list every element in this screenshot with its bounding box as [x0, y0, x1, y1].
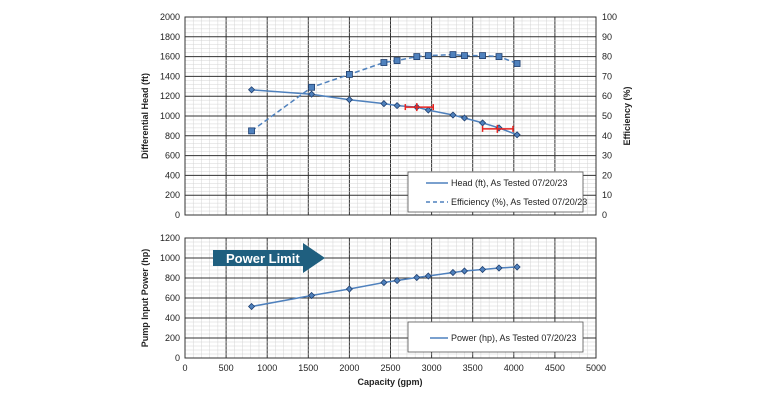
- top-legend: Head (ft), As Tested 07/20/23 Efficiency…: [407, 171, 587, 213]
- x-tick-label: 4000: [504, 363, 524, 373]
- plot-border: [184, 237, 597, 359]
- y2-tick-label: 30: [602, 151, 612, 161]
- y2-tick-label: 100: [602, 12, 617, 22]
- y-axis-label-power: Pump Input Power (hp): [140, 249, 150, 348]
- data-point-efficiency: [495, 53, 503, 60]
- data-point: [393, 102, 401, 110]
- y-tick-label: 2000: [160, 12, 180, 22]
- x-tick-label: 1500: [298, 363, 318, 373]
- x-tick-label: 0: [182, 363, 187, 373]
- x-tick-label: 500: [219, 363, 234, 373]
- series-line: [251, 89, 518, 136]
- data-point: [478, 265, 487, 274]
- data-point: [460, 267, 469, 275]
- y-tick-label: 0: [175, 210, 180, 220]
- legend-efficiency: Efficiency (%), As Tested 07/20/23: [451, 197, 587, 207]
- data-point: [513, 131, 521, 139]
- y-tick-label: 400: [165, 170, 180, 180]
- y-tick-label: 600: [165, 151, 180, 161]
- data-point: [393, 276, 401, 285]
- y2-tick-label: 0: [602, 210, 607, 220]
- y-tick-label: 600: [165, 293, 180, 303]
- data-point: [449, 111, 457, 119]
- y-tick-label: 800: [165, 131, 180, 141]
- data-point-efficiency: [380, 59, 388, 66]
- x-tick-label: 1000: [257, 363, 277, 373]
- legend-power: Power (hp), As Tested 07/20/23: [451, 333, 576, 343]
- y2-tick-label: 10: [602, 190, 612, 200]
- y2-tick-label: 80: [602, 52, 612, 62]
- data-point: [380, 100, 388, 108]
- x-tick-label: 3500: [463, 363, 483, 373]
- y2-tick-label: 90: [602, 32, 612, 42]
- data-point-efficiency: [461, 52, 468, 60]
- data-point: [248, 302, 256, 311]
- data-point: [460, 114, 469, 122]
- data-point: [308, 90, 316, 98]
- x-tick-label: 3000: [422, 363, 442, 373]
- y-tick-label: 1800: [160, 32, 180, 42]
- data-point-efficiency: [513, 60, 521, 67]
- data-point: [380, 278, 388, 287]
- data-point: [345, 285, 353, 293]
- y-axis-label-head: Differential Head (ft): [140, 73, 150, 159]
- data-point: [478, 119, 487, 127]
- y-tick-label: 1000: [160, 253, 180, 263]
- data-point-efficiency: [479, 52, 486, 60]
- y2-tick-label: 20: [602, 170, 612, 180]
- y2-tick-label: 70: [602, 71, 612, 81]
- chart-marks: [248, 51, 521, 311]
- data-point: [424, 106, 432, 114]
- data-point-efficiency: [449, 51, 457, 59]
- data-point-efficiency: [393, 57, 401, 64]
- data-point: [424, 272, 432, 280]
- plot-border: [184, 16, 597, 216]
- y-tick-label: 1400: [160, 71, 180, 81]
- data-point-efficiency: [308, 83, 315, 91]
- data-point: [513, 263, 521, 271]
- y-tick-label: 1000: [160, 111, 180, 121]
- x-tick-label: 4500: [545, 363, 565, 373]
- data-point: [449, 268, 457, 277]
- y-tick-label: 1200: [160, 91, 180, 101]
- data-point: [345, 96, 353, 104]
- y-tick-label: 800: [165, 273, 180, 283]
- y2-tick-label: 50: [602, 111, 612, 121]
- data-point-efficiency: [413, 53, 421, 60]
- power-limit-label: Power Limit: [226, 251, 300, 266]
- data-point-efficiency: [248, 127, 255, 135]
- y-axis-label-efficiency: Efficiency (%): [622, 86, 632, 145]
- legend-head: Head (ft), As Tested 07/20/23: [451, 178, 567, 188]
- bottom-legend: Power (hp), As Tested 07/20/23: [407, 321, 584, 353]
- x-tick-label: 2000: [339, 363, 359, 373]
- y2-tick-label: 40: [602, 131, 612, 141]
- y2-tick-label: 60: [602, 91, 612, 101]
- data-point-efficiency: [424, 52, 432, 60]
- y-tick-label: 200: [165, 333, 180, 343]
- y-tick-label: 0: [175, 353, 180, 363]
- data-point: [308, 291, 316, 300]
- data-point: [248, 86, 256, 94]
- x-tick-label: 2500: [380, 363, 400, 373]
- data-point: [495, 264, 503, 272]
- power-limit-arrow: Power Limit: [213, 243, 325, 273]
- x-axis-label-capacity: Capacity (gpm): [357, 377, 422, 387]
- data-point-efficiency: [345, 71, 353, 78]
- y-tick-label: 400: [165, 313, 180, 323]
- y-tick-label: 1600: [160, 52, 180, 62]
- data-point: [413, 273, 421, 282]
- y-tick-label: 200: [165, 190, 180, 200]
- x-tick-label: 5000: [586, 363, 606, 373]
- series-line: [251, 266, 518, 308]
- y-tick-label: 1200: [160, 233, 180, 243]
